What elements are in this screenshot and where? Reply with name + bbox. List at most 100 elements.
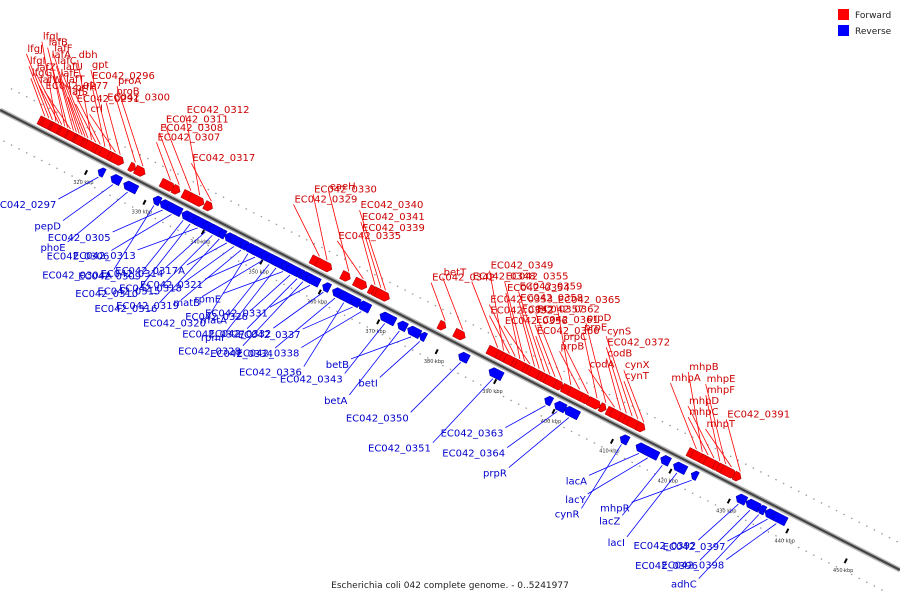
- reverse-gene-label[interactable]: EC042_0313: [73, 251, 136, 262]
- forward-gene-label[interactable]: lafZ: [37, 63, 56, 74]
- reverse-feature-EC042_0343[interactable]: [379, 311, 398, 327]
- reverse-gene-label[interactable]: EC042_0336: [239, 368, 302, 379]
- reverse-gene-label[interactable]: pepD: [34, 222, 61, 233]
- reverse-feature-EC042_0306[interactable]: [166, 202, 184, 218]
- reverse-gene-label[interactable]: EC042_0397: [663, 542, 726, 553]
- reverse-feature-cynR[interactable]: [619, 434, 631, 446]
- forward-gene-label[interactable]: lafB: [49, 38, 68, 49]
- reverse-gene-label[interactable]: EC042_0314: [100, 269, 163, 280]
- reverse-gene-label[interactable]: EC042_0331: [205, 308, 268, 319]
- forward-gene-label[interactable]: EC042_0341: [362, 212, 425, 223]
- forward-gene-label[interactable]: EC042_0340: [361, 200, 424, 211]
- forward-gene-label[interactable]: EC042_0329: [294, 194, 357, 205]
- reverse-gene-label[interactable]: lacZ: [599, 516, 620, 527]
- reverse-gene-label[interactable]: prpR: [483, 469, 507, 480]
- forward-gene-label[interactable]: cynX: [625, 360, 650, 371]
- reverse-gene-label[interactable]: cynR: [555, 509, 580, 520]
- forward-gene-label[interactable]: cynT: [625, 371, 650, 382]
- reverse-gene-label[interactable]: EC042_0304A: [42, 270, 112, 281]
- reverse-gene-label[interactable]: rpmE: [195, 295, 222, 306]
- reverse-gene-label[interactable]: EC042_0392: [633, 541, 696, 552]
- forward-gene-label[interactable]: EC042_0349: [491, 261, 554, 272]
- reverse-feature-EC042_0338[interactable]: [358, 300, 373, 314]
- forward-gene-label[interactable]: EC042_0339: [362, 223, 425, 234]
- forward-gene-label[interactable]: EC042_0277: [46, 81, 109, 92]
- forward-gene-label[interactable]: proB: [116, 86, 139, 97]
- reverse-gene-label[interactable]: EC042_0363: [441, 429, 504, 440]
- reverse-feature-pepD[interactable]: [110, 174, 124, 187]
- forward-feature-proA[interactable]: [132, 164, 146, 177]
- reverse-gene-label[interactable]: lacY: [565, 495, 586, 506]
- reverse-gene-label[interactable]: EC042_0332: [209, 329, 272, 340]
- forward-gene-label[interactable]: prfH: [75, 82, 97, 93]
- forward-gene-label[interactable]: codB: [607, 348, 632, 359]
- forward-gene-label[interactable]: lafW: [40, 75, 62, 86]
- forward-gene-label[interactable]: lfgJ: [27, 44, 43, 55]
- forward-gene-label[interactable]: dbh: [79, 50, 98, 61]
- forward-gene-label[interactable]: proA: [118, 76, 141, 87]
- reverse-feature-EC042_0331[interactable]: [305, 273, 322, 288]
- reverse-feature-EC042_0351[interactable]: [488, 367, 505, 382]
- forward-gene-label[interactable]: lfgI: [30, 56, 46, 67]
- reverse-gene-label[interactable]: EC042_0317A: [115, 266, 185, 277]
- forward-gene-label[interactable]: EC042_0365: [558, 295, 621, 306]
- forward-feature-EC042_0307[interactable]: [158, 177, 175, 192]
- reverse-gene-label[interactable]: EC042_0310: [75, 289, 138, 300]
- reverse-feature-lacY[interactable]: [642, 446, 661, 461]
- forward-feature-EC042_0300[interactable]: [108, 152, 124, 166]
- reverse-gene-label[interactable]: lacI: [608, 538, 625, 549]
- reverse-gene-label[interactable]: EC042_0320: [143, 319, 206, 330]
- reverse-feature-betA[interactable]: [397, 320, 409, 333]
- reverse-feature-EC042_0363[interactable]: [544, 395, 555, 407]
- forward-feature-eaeH[interactable]: [339, 270, 351, 282]
- reverse-feature-EC042_0316[interactable]: [218, 229, 228, 240]
- forward-gene-label[interactable]: codA: [590, 359, 615, 370]
- forward-gene-label[interactable]: EC042_0330: [314, 184, 377, 195]
- forward-gene-label[interactable]: lafA: [52, 50, 71, 61]
- reverse-gene-label[interactable]: EC042_0297: [0, 200, 56, 211]
- reverse-gene-label[interactable]: EC042_0337: [238, 330, 301, 341]
- reverse-gene-label[interactable]: mhpR: [600, 503, 629, 514]
- forward-gene-label[interactable]: prpE: [584, 322, 607, 333]
- reverse-feature-prpR[interactable]: [564, 405, 582, 421]
- forward-feature-EC042_0312[interactable]: [187, 192, 205, 207]
- forward-gene-label[interactable]: prpC: [563, 332, 587, 343]
- forward-gene-label[interactable]: lfgL: [43, 32, 62, 43]
- reverse-feature-EC042_0332[interactable]: [322, 282, 333, 293]
- reverse-feature-EC042_0297[interactable]: [97, 167, 107, 178]
- reverse-gene-label[interactable]: EC042_0364: [442, 449, 505, 460]
- reverse-gene-label[interactable]: EC042_0328: [178, 347, 241, 358]
- forward-gene-label[interactable]: cynS: [607, 326, 631, 337]
- reverse-gene-label[interactable]: betB: [326, 360, 349, 371]
- reverse-gene-label[interactable]: EC042_0327: [182, 330, 245, 341]
- reverse-gene-label[interactable]: EC042_0318: [119, 283, 182, 294]
- reverse-gene-label[interactable]: EC042_0305: [48, 233, 111, 244]
- forward-gene-label[interactable]: EC042_0372: [607, 337, 670, 348]
- forward-gene-label[interactable]: lfgG: [32, 68, 52, 79]
- forward-feature-betT[interactable]: [452, 327, 466, 341]
- forward-gene-label[interactable]: eaeH: [330, 181, 356, 192]
- forward-gene-label[interactable]: lafC: [57, 56, 76, 67]
- reverse-feature-lacZ[interactable]: [660, 455, 672, 467]
- forward-gene-label[interactable]: EC042_0300: [107, 93, 170, 104]
- reverse-feature-betB[interactable]: [407, 325, 423, 340]
- forward-gene-label[interactable]: EC042_0361: [536, 315, 599, 326]
- forward-gene-label[interactable]: lafF: [54, 44, 72, 55]
- forward-gene-label[interactable]: betT: [444, 268, 467, 279]
- forward-gene-label[interactable]: mhpT: [707, 419, 736, 430]
- forward-gene-label[interactable]: EC042_0359: [519, 281, 582, 292]
- forward-gene-label[interactable]: lafT: [66, 75, 85, 86]
- forward-gene-label[interactable]: gpt: [92, 60, 109, 71]
- reverse-feature-EC042_0392[interactable]: [735, 493, 749, 506]
- forward-gene-label[interactable]: mhpB: [689, 362, 718, 373]
- forward-feature-EC042_0362[interactable]: [552, 379, 564, 391]
- forward-feature-EC042_0342[interactable]: [436, 319, 447, 331]
- reverse-feature-phoE[interactable]: [123, 180, 140, 195]
- forward-gene-label[interactable]: EC042_0362: [537, 304, 600, 315]
- forward-gene-label[interactable]: EC042_0357: [522, 304, 585, 315]
- forward-feature-EC042_0391[interactable]: [731, 470, 742, 482]
- reverse-gene-label[interactable]: matB: [173, 298, 200, 309]
- reverse-gene-label[interactable]: EC042_0319: [116, 301, 179, 312]
- reverse-gene-label[interactable]: matA: [200, 315, 227, 326]
- forward-gene-label[interactable]: mhpC: [689, 407, 718, 418]
